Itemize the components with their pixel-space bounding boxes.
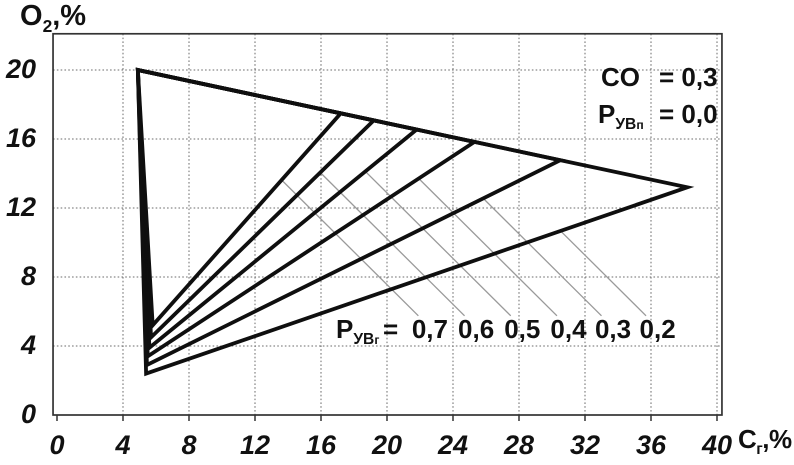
- annotation-co: CO = 0,3: [601, 62, 761, 96]
- annotation-co-value: = 0,3: [659, 62, 718, 92]
- curve-path: [135, 67, 695, 377]
- y-axis-title: O2,%: [20, 0, 87, 36]
- leader-line: [418, 178, 558, 317]
- x-tick-label: 28: [503, 430, 535, 460]
- x-tick-label: 8: [181, 430, 197, 460]
- family-label-row: РУВг = 0,7 0,6 0,5 0,4 0,3 0,2: [0, 314, 794, 350]
- x-tick-label: 12: [239, 430, 271, 460]
- y-tick-label: 12: [5, 192, 36, 222]
- leader-line: [281, 179, 419, 317]
- annotation-co-name: CO: [601, 62, 640, 92]
- y-tick-label: 8: [20, 261, 36, 291]
- family-value-label: 0,3: [594, 314, 632, 344]
- curve-path: [135, 67, 378, 342]
- x-tick-label: 4: [115, 430, 131, 460]
- family-value-label: 0,6: [458, 314, 495, 344]
- y-tick-label: 4: [20, 330, 36, 360]
- x-tick-label: 40: [701, 430, 733, 460]
- family-label-eq: =: [383, 314, 399, 344]
- y-tick-label: 0: [20, 399, 36, 429]
- leader-line: [482, 197, 602, 317]
- annotation-ruvp-value: = 0,0: [659, 99, 718, 129]
- annotation-ruvp-name: РУВп: [598, 99, 644, 134]
- y-tick-label: 20: [5, 54, 36, 84]
- x-axis-title: Cг,%: [738, 424, 792, 459]
- family-value-label: 0,7: [411, 314, 448, 344]
- x-tick-label: 36: [635, 430, 667, 460]
- family-label-name: РУВг: [336, 314, 380, 349]
- family-value-label: 0,4: [550, 314, 587, 344]
- annotation-ruvp: РУВп = 0,0: [598, 99, 758, 133]
- x-tick-label: 20: [371, 430, 403, 460]
- family-value-label: 0,2: [639, 314, 676, 344]
- x-tick-label: 0: [49, 430, 65, 460]
- family-value-label: 0,5: [504, 314, 541, 344]
- leader-line: [560, 230, 647, 317]
- x-tick-label: 16: [305, 430, 337, 460]
- x-tick-label: 24: [437, 430, 469, 460]
- x-tick-label: 32: [569, 430, 601, 460]
- y-tick-label: 16: [5, 123, 36, 153]
